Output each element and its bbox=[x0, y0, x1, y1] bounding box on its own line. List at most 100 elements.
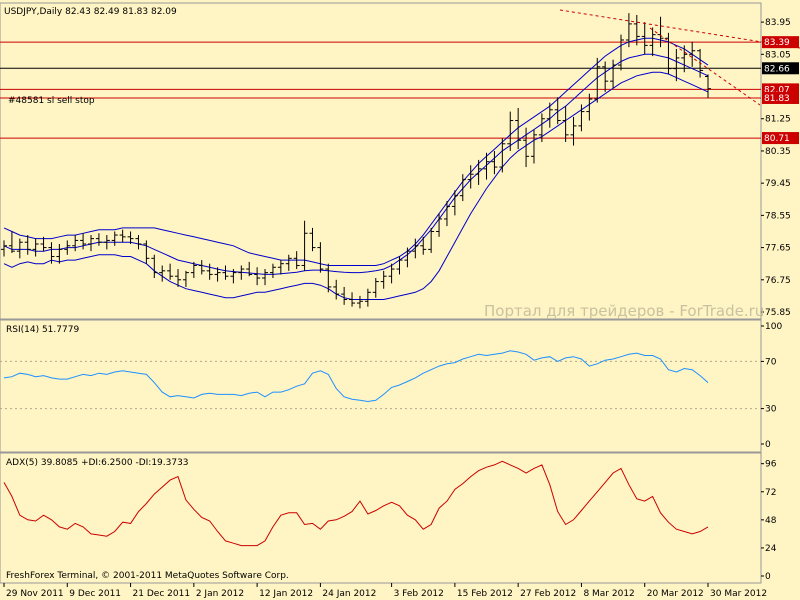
adx-axis-label: 96 bbox=[765, 460, 777, 470]
rsi-axis-label: 70 bbox=[765, 357, 777, 367]
ohlc-bar bbox=[56, 244, 63, 264]
ohlc-bar bbox=[222, 265, 229, 280]
adx-title: ADX(5) 39.8085 +DI:6.2500 -DI:19.3733 bbox=[6, 458, 189, 468]
ohlc-bar bbox=[95, 233, 102, 246]
time-axis-label: 8 Mar 2012 bbox=[583, 589, 634, 599]
ohlc-bar bbox=[16, 238, 23, 259]
ohlc-bar bbox=[388, 263, 395, 284]
ohlc-bar bbox=[665, 32, 672, 74]
ohlc-bar bbox=[617, 34, 624, 71]
ohlc-bar bbox=[277, 260, 284, 275]
price-tag-box bbox=[762, 91, 799, 104]
ohlc-bar bbox=[491, 150, 498, 175]
adx-axis-label: 0 bbox=[765, 572, 771, 582]
rsi-title: RSI(14) 51.7779 bbox=[6, 325, 79, 335]
ohlc-bar bbox=[610, 59, 617, 89]
trendline-upper bbox=[559, 9, 800, 49]
price-tag-box bbox=[762, 62, 799, 75]
ohlc-bar bbox=[159, 265, 166, 282]
ohlc-bar bbox=[538, 113, 545, 142]
ohlc-bar bbox=[689, 41, 696, 67]
price-tag-label: 82.66 bbox=[764, 64, 790, 74]
ohlc-bar bbox=[301, 220, 308, 271]
rsi-axis-label: 0 bbox=[765, 440, 771, 450]
time-axis-label: 3 Feb 2012 bbox=[394, 589, 444, 599]
ohlc-bar bbox=[238, 265, 245, 280]
ohlc-bar bbox=[349, 292, 356, 307]
ohlc-bar bbox=[428, 227, 435, 253]
ohlc-bar bbox=[578, 104, 585, 132]
price-axis-label: 78.55 bbox=[765, 211, 791, 221]
ohlc-bar bbox=[515, 108, 522, 150]
ohlc-bar bbox=[364, 288, 371, 307]
ohlc-bar bbox=[673, 48, 680, 82]
ohlc-bar bbox=[230, 269, 237, 284]
ohlc-bar bbox=[40, 236, 47, 252]
adx-panel-frame bbox=[0, 452, 762, 584]
ohlc-bar bbox=[372, 278, 379, 298]
ohlc-bar bbox=[546, 102, 553, 128]
price-axis-label: 81.25 bbox=[765, 115, 791, 125]
ohlc-bar bbox=[356, 295, 363, 309]
ohlc-bar bbox=[641, 22, 648, 55]
ohlc-bar bbox=[380, 270, 387, 289]
ohlc-bar bbox=[475, 159, 482, 185]
ohlc-bar bbox=[499, 138, 506, 173]
price-tag-label: 82.07 bbox=[764, 85, 790, 95]
ohlc-bar bbox=[127, 231, 134, 244]
price-axis-label: 77.65 bbox=[765, 244, 791, 254]
chart-title: USDJPY,Daily 82.43 82.49 81.83 82.09 bbox=[4, 7, 177, 17]
ohlc-bar bbox=[317, 242, 324, 273]
ohlc-bar bbox=[8, 231, 15, 253]
ohlc-bar bbox=[48, 242, 55, 264]
ohlc-bar bbox=[143, 240, 150, 264]
ohlc-bar bbox=[649, 27, 656, 57]
ohlc-bar bbox=[135, 235, 142, 250]
ohlc-bar bbox=[1, 240, 7, 257]
ohlc-bar bbox=[190, 261, 197, 278]
rsi-panel-frame bbox=[0, 319, 762, 453]
ohlc-bar bbox=[412, 238, 419, 259]
price-panel-frame bbox=[0, 2, 762, 320]
ohlc-bar bbox=[119, 229, 126, 243]
ohlc-bar bbox=[602, 61, 609, 92]
ohlc-bar bbox=[325, 263, 332, 293]
ohlc-bar bbox=[206, 263, 213, 280]
time-axis-label: 30 Mar 2012 bbox=[710, 589, 767, 599]
ohlc-bar bbox=[681, 45, 688, 73]
ohlc-bar bbox=[507, 111, 514, 151]
adx-line bbox=[3, 460, 709, 547]
ohlc-bar bbox=[459, 174, 466, 202]
ohlc-bar bbox=[586, 93, 593, 121]
ohlc-bar bbox=[451, 190, 458, 216]
band-line-upper bbox=[3, 37, 709, 266]
ohlc-bar bbox=[293, 251, 300, 270]
ohlc-bar bbox=[523, 127, 530, 168]
time-axis-label: 12 Jan 2012 bbox=[259, 589, 313, 599]
ohlc-bar bbox=[396, 256, 403, 275]
ohlc-bar bbox=[570, 116, 577, 146]
adx-axis-label: 48 bbox=[765, 516, 777, 526]
price-axis-label: 76.75 bbox=[765, 276, 791, 286]
price-axis-label: 80.35 bbox=[765, 147, 791, 157]
time-axis-label: 9 Dec 2011 bbox=[69, 589, 121, 599]
ohlc-bar bbox=[467, 165, 474, 189]
time-axis-label: 15 Feb 2012 bbox=[457, 589, 513, 599]
ohlc-bar bbox=[198, 260, 205, 275]
price-tag-label: 83.39 bbox=[764, 38, 790, 48]
ohlc-bar bbox=[705, 74, 711, 98]
ohlc-bar bbox=[285, 254, 292, 271]
ohlc-bar bbox=[633, 14, 640, 46]
ohlc-bar bbox=[309, 227, 316, 252]
ohlc-bar bbox=[175, 269, 182, 287]
ohlc-bar bbox=[404, 247, 411, 268]
price-axis-label: 83.95 bbox=[765, 18, 791, 28]
ohlc-bar bbox=[103, 235, 110, 250]
ohlc-bar bbox=[182, 270, 189, 287]
time-axis-label: 2 Jan 2012 bbox=[196, 589, 244, 599]
time-axis-label: 24 Jan 2012 bbox=[322, 589, 376, 599]
price-tag-box bbox=[762, 132, 799, 145]
rsi-axis-label: 100 bbox=[765, 322, 782, 332]
